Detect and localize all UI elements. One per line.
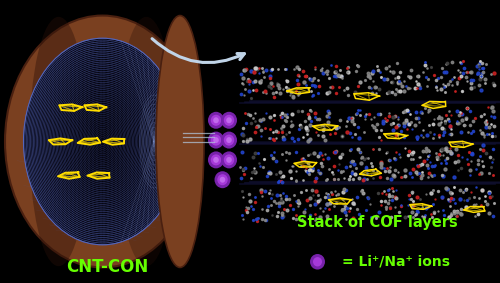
Ellipse shape	[211, 154, 221, 165]
Ellipse shape	[24, 38, 182, 245]
Text: CNT-CON: CNT-CON	[66, 258, 148, 276]
Ellipse shape	[5, 16, 200, 267]
Ellipse shape	[213, 157, 219, 163]
Ellipse shape	[211, 115, 221, 126]
Ellipse shape	[211, 135, 221, 145]
Ellipse shape	[224, 154, 234, 165]
Text: Stack of COF layers: Stack of COF layers	[297, 215, 458, 230]
Ellipse shape	[226, 117, 232, 123]
Ellipse shape	[156, 16, 204, 267]
Ellipse shape	[226, 157, 232, 163]
Ellipse shape	[117, 17, 176, 266]
Ellipse shape	[224, 135, 234, 145]
Ellipse shape	[221, 132, 237, 149]
Ellipse shape	[226, 137, 232, 143]
Ellipse shape	[218, 174, 228, 185]
Ellipse shape	[224, 115, 234, 126]
Ellipse shape	[214, 171, 230, 188]
Ellipse shape	[221, 151, 237, 168]
Ellipse shape	[221, 112, 237, 129]
Ellipse shape	[213, 137, 219, 143]
Ellipse shape	[310, 254, 325, 269]
Ellipse shape	[313, 257, 322, 267]
Ellipse shape	[30, 17, 88, 266]
Ellipse shape	[208, 151, 224, 168]
Ellipse shape	[208, 132, 224, 149]
Ellipse shape	[208, 112, 224, 129]
Ellipse shape	[213, 117, 219, 123]
Ellipse shape	[220, 177, 226, 183]
Text: = Li⁺/Na⁺ ions: = Li⁺/Na⁺ ions	[342, 255, 450, 269]
